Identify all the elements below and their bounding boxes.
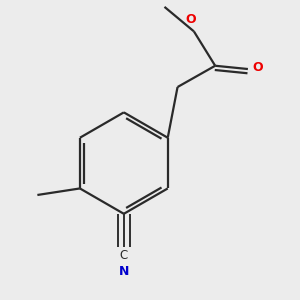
Text: N: N: [118, 265, 129, 278]
Text: C: C: [120, 249, 128, 262]
Text: O: O: [253, 61, 263, 74]
Text: O: O: [185, 13, 196, 26]
